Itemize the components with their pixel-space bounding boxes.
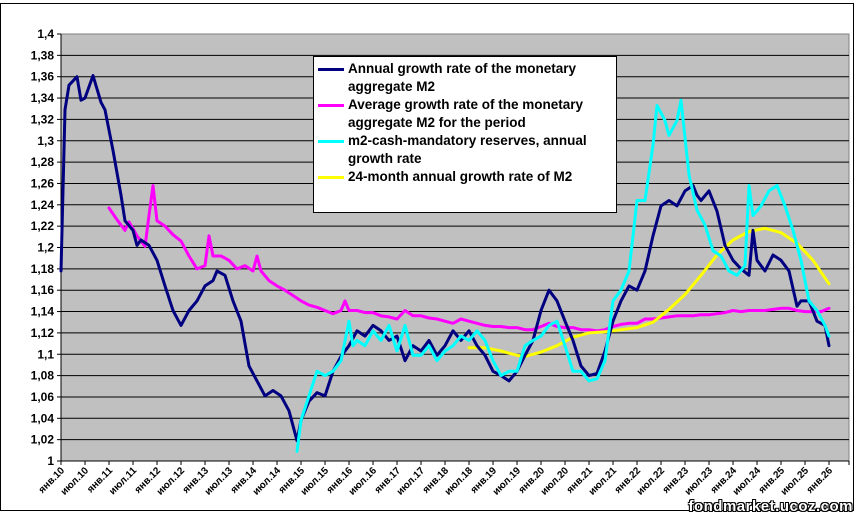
legend-swatch-m2-average xyxy=(318,104,344,107)
x-tick-label: июл.11 xyxy=(107,465,139,497)
y-tick-label: 1,36 xyxy=(31,70,55,84)
legend-swatch-m2-annual xyxy=(318,68,344,71)
y-tick-label: 1,06 xyxy=(31,390,55,404)
legend-swatch-m2-cash-reserves xyxy=(318,140,344,143)
legend-item-m2-annual: Annual growth rate of the monetary aggre… xyxy=(318,60,612,96)
y-tick-label: 1,04 xyxy=(31,411,55,425)
y-axis: 1 1,02 1,04 1,06 1,08 1,1 1,12 1,14 1,16 1,18 1,2 1… xyxy=(31,27,62,468)
x-tick-label: янв.26 xyxy=(805,465,836,496)
series-line-m2-cash-reserves xyxy=(295,98,831,453)
y-tick-label: 1,12 xyxy=(31,326,55,340)
legend-swatch-m2-24month xyxy=(318,176,344,179)
y-tick-label: 1,32 xyxy=(31,112,55,126)
y-tick-label: 1,34 xyxy=(31,91,55,105)
x-axis: янв.10июл.10янв.11июл.11янв.12июл.12янв.… xyxy=(37,460,850,498)
legend-label: Annual growth rate of the monetary aggre… xyxy=(348,61,577,94)
y-tick-label: 1,22 xyxy=(31,219,55,233)
gridlines xyxy=(61,54,849,441)
y-tick-label: 1,38 xyxy=(31,48,55,62)
series-lines xyxy=(59,74,831,453)
y-tick-label: 1 xyxy=(47,454,54,468)
legend: Annual growth rate of the monetary aggre… xyxy=(313,56,617,213)
y-tick-label: 1,18 xyxy=(31,262,55,276)
y-tick-label: 1,24 xyxy=(31,198,55,212)
legend-item-m2-24month: 24-month annual growth rate of M2 xyxy=(318,168,612,186)
y-tick-label: 1,4 xyxy=(37,27,54,41)
y-tick-label: 1,02 xyxy=(31,433,55,447)
y-tick-label: 1,08 xyxy=(31,369,55,383)
legend-item-m2-cash-reserves: m2-cash-mandatory reserves, annual growt… xyxy=(318,132,612,168)
y-tick-label: 1,28 xyxy=(31,155,55,169)
series-line-m2-annual xyxy=(59,74,831,443)
y-tick-label: 1,26 xyxy=(31,176,55,190)
y-tick-label: 1,1 xyxy=(37,347,54,361)
legend-label: 24-month annual growth rate of M2 xyxy=(348,169,573,184)
series-line-m2-average xyxy=(107,184,831,333)
y-tick-label: 1,2 xyxy=(37,241,54,255)
legend-item-m2-average: Average growth rate of the monetary aggr… xyxy=(318,96,612,132)
y-tick-label: 1,14 xyxy=(31,305,55,319)
y-tick-label: 1,3 xyxy=(37,134,54,148)
watermark: fondmarket.ucoz.com xyxy=(688,498,853,515)
legend-label: Average growth rate of the monetary aggr… xyxy=(348,97,584,130)
legend-label: m2-cash-mandatory reserves, annual growt… xyxy=(348,133,587,166)
y-tick-label: 1,16 xyxy=(31,283,55,297)
